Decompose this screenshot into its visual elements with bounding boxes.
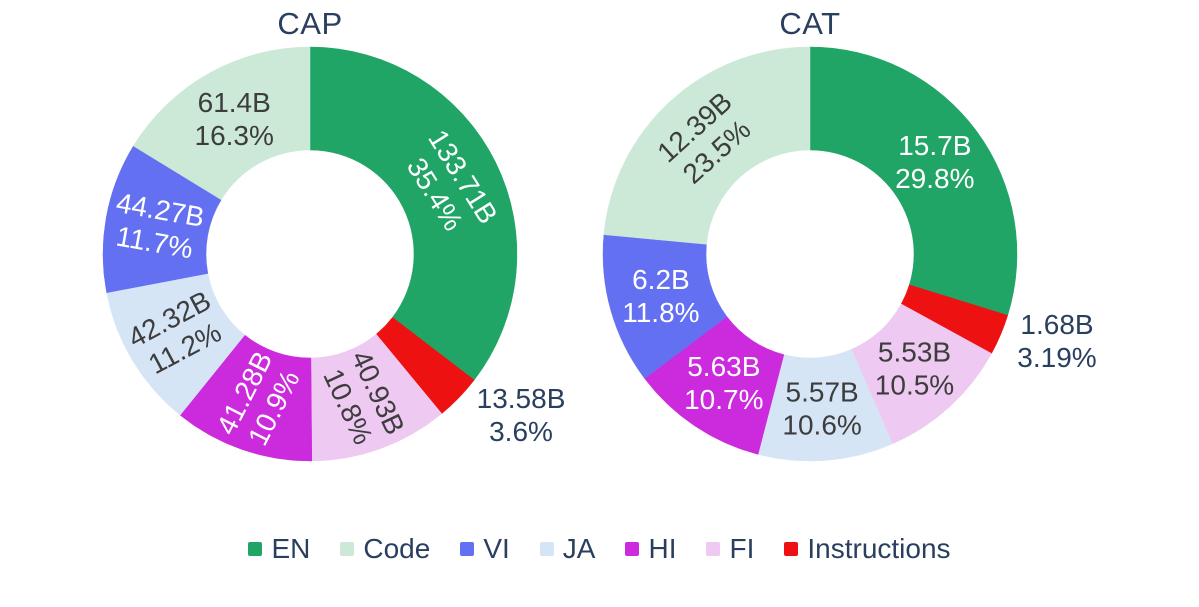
slice-label-cap-instructions: 13.58B 3.6% [477,383,566,447]
slice-label-cat-fi: 5.53B 10.5% [875,337,954,401]
legend-item-en[interactable]: EN [248,533,310,565]
legend-item-instructions[interactable]: Instructions [784,533,951,565]
legend-item-fi[interactable]: FI [706,533,754,565]
legend-item-ja[interactable]: JA [539,533,596,565]
donut-chart-cat: 15.7B 29.8% 1.68B 3.19% 5.53B 10.5%5.57B 10.6%… [602,46,1097,462]
legend-label: FI [729,533,755,564]
legend-swatch-en [248,542,263,556]
legend-item-hi[interactable]: HI [625,533,676,565]
legend-label: Code [363,533,431,564]
slice-cat-en[interactable] [809,46,1018,316]
slice-cap-en[interactable] [309,46,518,381]
slice-label-cat-ja: 5.57B 10.6% [782,377,861,441]
slice-label-cat-hi: 5.63B 10.7% [684,351,763,415]
legend-label: Instructions [807,533,951,564]
donut-chart-cap: 133.71B35.4%13.58B 3.6%40.93B10.8%41.28B1… [102,46,566,462]
slice-cap-code[interactable] [133,46,311,201]
slice-label-cat-vi: 6.2B 11.8% [622,264,699,328]
slice-cat-code[interactable] [603,46,811,245]
slice-label-cap-code: 61.4B 16.3% [194,87,273,151]
legend-label: EN [271,533,311,564]
legend-label: JA [562,533,596,564]
slice-label-cat-en: 15.7B 29.8% [895,130,974,194]
legend: EN Code VI JA HI FI Instructions [0,529,1199,569]
legend-swatch-hi [625,542,640,556]
chart-title-cat: CAT [779,6,841,41]
legend-swatch-vi [460,542,475,556]
slice-label-cat-instructions: 1.68B 3.19% [1017,309,1096,373]
legend-swatch-fi [706,542,721,556]
legend-item-vi[interactable]: VI [460,533,510,565]
legend-swatch-code [340,542,355,556]
legend-item-code[interactable]: Code [340,533,430,565]
legend-swatch-ja [539,542,554,556]
legend-label: VI [483,533,510,564]
chart-title-cap: CAP [277,6,343,41]
legend-swatch-instructions [784,542,799,556]
legend-label: HI [648,533,677,564]
